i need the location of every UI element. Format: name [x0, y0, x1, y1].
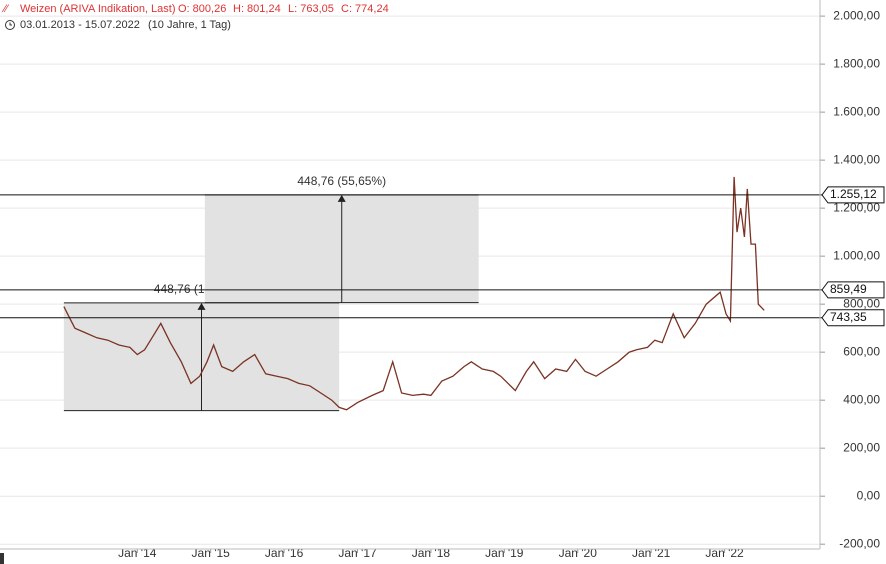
- x-tick-label: Jan '21: [632, 546, 671, 560]
- price-line: [63, 176, 765, 411]
- x-tick-label: Jan '16: [265, 546, 304, 560]
- arrow-head: [337, 194, 346, 202]
- arrow-head: [197, 302, 206, 310]
- ohlc: H: 801,24: [233, 3, 281, 15]
- y-tick-label: 1.800,00: [833, 56, 880, 70]
- y-tick-label: 1.600,00: [833, 104, 880, 118]
- x-tick-label: Jan '19: [485, 546, 524, 560]
- scroll-marker: [0, 553, 4, 564]
- level-box: [821, 186, 885, 204]
- y-tick-label: 2.000,00: [833, 8, 880, 22]
- header: ⁄⁄ Weizen (ARIVA Indikation, Last) O: 80…: [1, 3, 389, 31]
- ohlc: C: 774,24: [341, 3, 389, 15]
- level-box: [821, 281, 885, 299]
- period: (10 Jahre, 1 Tag): [148, 19, 231, 31]
- x-tick-label: Jan '18: [412, 546, 451, 560]
- x-tick-label: Jan '15: [192, 546, 231, 560]
- level-label: 859,49: [830, 282, 867, 296]
- ohlc: L: 763,05: [288, 3, 334, 15]
- y-tick-label: 1.000,00: [833, 248, 880, 262]
- y-tick-label: -200,00: [839, 536, 880, 550]
- range-label: 448,76 (55,65%): [297, 174, 386, 188]
- x-tick-label: Jan '22: [705, 546, 744, 560]
- title: Weizen (ARIVA Indikation, Last): [20, 3, 176, 15]
- clock-hands: [9, 22, 12, 26]
- level-box: [821, 309, 885, 327]
- clock-icon: [5, 20, 15, 30]
- x-tick-label: Jan '20: [559, 546, 598, 560]
- level-label: 743,35: [830, 310, 867, 324]
- x-tick-label: Jan '14: [118, 546, 157, 560]
- logo: ⁄⁄: [1, 3, 10, 15]
- level-label: 1.255,12: [830, 187, 877, 201]
- y-tick-label: 800,00: [843, 296, 880, 310]
- y-tick-label: 1.200,00: [833, 200, 880, 214]
- y-tick-label: 0,00: [857, 488, 881, 502]
- y-tick-label: 600,00: [843, 344, 880, 358]
- ohlc: O: 800,26: [178, 3, 226, 15]
- y-tick-label: 200,00: [843, 440, 880, 454]
- y-tick-label: 1.400,00: [833, 152, 880, 166]
- plot: -200,00 0,00 200,00 400,00 600,00 800,00 1.000…: [0, 8, 885, 560]
- subtitle: 03.01.2013 - 15.07.2022: [20, 19, 140, 31]
- x-tick-label: Jan '17: [338, 546, 377, 560]
- y-tick-label: 400,00: [843, 392, 880, 406]
